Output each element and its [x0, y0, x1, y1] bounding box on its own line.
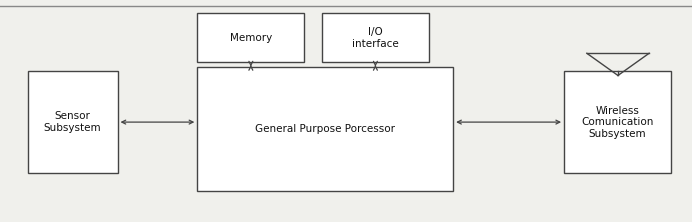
- Text: I/O
interface: I/O interface: [352, 27, 399, 49]
- Text: Sensor
Subsystem: Sensor Subsystem: [44, 111, 102, 133]
- Bar: [28, 71, 118, 173]
- Bar: [322, 13, 429, 62]
- Bar: [564, 71, 671, 173]
- Text: General Purpose Porcessor: General Purpose Porcessor: [255, 124, 395, 134]
- Bar: [197, 13, 304, 62]
- Bar: [197, 67, 453, 191]
- Text: Memory: Memory: [230, 33, 272, 43]
- Text: Wireless
Comunication
Subsystem: Wireless Comunication Subsystem: [581, 105, 654, 139]
